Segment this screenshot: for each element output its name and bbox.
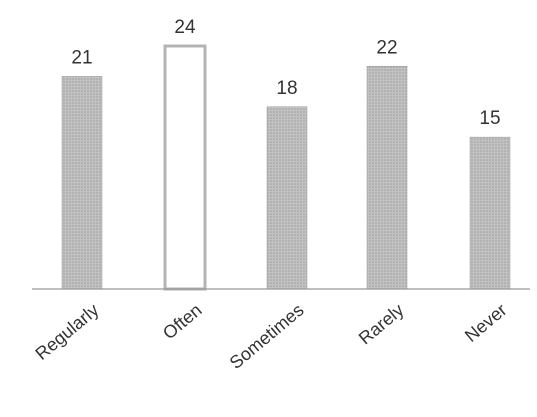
- x-tick-label-never: Never: [461, 300, 511, 346]
- data-label-rarely: 22: [376, 37, 397, 58]
- bar-sometimes: [266, 106, 308, 290]
- bars-group: [61, 44, 511, 291]
- data-labels-group: 21 24 18 22 15: [71, 17, 500, 129]
- data-label-regularly: 21: [71, 47, 92, 68]
- x-tick-labels-group: Regularly Often Sometimes Rarely Never: [31, 300, 510, 373]
- data-label-sometimes: 18: [276, 78, 297, 99]
- x-tick-label-rarely: Rarely: [355, 300, 408, 349]
- x-tick-label-sometimes: Sometimes: [226, 300, 308, 373]
- data-label-never: 15: [479, 108, 500, 129]
- bar-often: [163, 44, 207, 291]
- data-label-often: 24: [174, 17, 196, 38]
- bar-never: [469, 136, 511, 290]
- x-tick-label-often: Often: [159, 300, 206, 344]
- bar-rarely: [366, 66, 408, 290]
- x-tick-label-regularly: Regularly: [31, 300, 102, 364]
- bar-regularly: [61, 76, 103, 290]
